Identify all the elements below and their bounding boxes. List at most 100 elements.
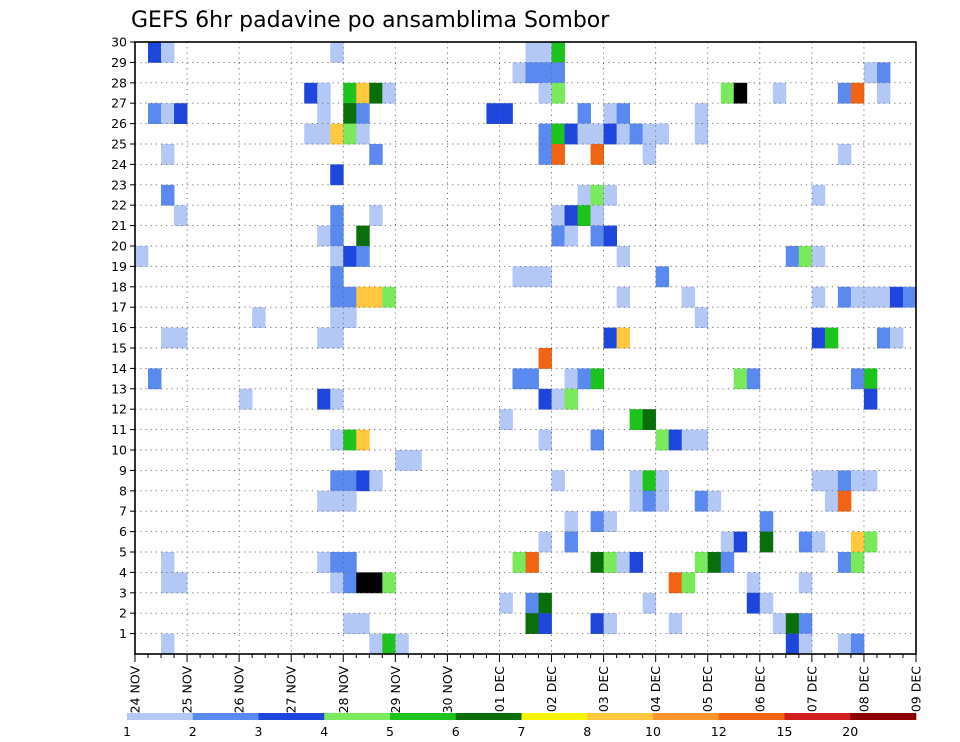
heat-cell (317, 327, 331, 349)
heat-cell (577, 103, 591, 124)
heat-cell (655, 266, 670, 288)
heat-cell (161, 42, 175, 63)
y-tick-label: 2 (119, 606, 127, 621)
heat-cell (681, 286, 696, 308)
heat-cell (668, 572, 683, 594)
heat-cell (317, 490, 331, 512)
heat-cell (863, 470, 878, 492)
legend-swatch (127, 713, 194, 720)
legend-label: 4 (320, 724, 328, 739)
heat-cell (499, 103, 513, 124)
heat-cell (616, 286, 631, 308)
legend-swatch (324, 713, 391, 720)
heat-cell (356, 470, 370, 492)
heat-cell (590, 511, 604, 532)
heat-cell (746, 572, 761, 594)
heat-cell (551, 42, 565, 63)
heat-cell (694, 307, 709, 328)
heat-cell (785, 613, 800, 634)
heat-cell (174, 103, 188, 124)
heat-cell (135, 246, 149, 267)
legend-swatch (718, 713, 785, 720)
heat-cell (382, 286, 396, 308)
heat-cell (486, 103, 500, 124)
heat-cell (603, 327, 618, 349)
heat-cell (876, 327, 891, 349)
heat-cell (616, 552, 631, 573)
heat-cell (538, 82, 552, 104)
heat-cell (538, 62, 552, 84)
y-tick-label: 17 (111, 300, 127, 315)
legend-label: 3 (255, 724, 263, 739)
y-tick-label: 18 (111, 279, 127, 294)
heat-cell (408, 450, 422, 471)
heat-cell (369, 470, 383, 492)
legend-swatch (587, 713, 654, 720)
y-tick-label: 13 (111, 381, 127, 396)
heat-cell (577, 205, 591, 226)
legend-label: 1 (123, 724, 131, 739)
heat-cell (525, 266, 539, 288)
heat-cell (798, 633, 813, 655)
y-tick-label: 5 (119, 545, 127, 560)
heat-cell (642, 144, 657, 165)
x-axis: 24 NOV 25 NOV 26 NOV 27 NOV 28 NOV 29 NOV 30 N… (128, 654, 924, 713)
heat-cell (681, 429, 696, 451)
heat-cell (876, 62, 891, 84)
heat-cell (343, 429, 357, 451)
heat-cell (707, 552, 722, 573)
heat-cell (564, 511, 578, 532)
heat-cell (161, 144, 175, 165)
heat-cell (330, 388, 344, 410)
heat-cell (330, 205, 344, 226)
x-tick-label: 26 NOV (232, 666, 247, 714)
data-cells (135, 42, 917, 655)
heat-cell (850, 531, 865, 553)
heat-cell (694, 490, 709, 512)
heat-cell (850, 286, 865, 308)
heat-cell (629, 470, 644, 492)
heat-cell (174, 205, 188, 226)
heat-cell (538, 42, 552, 63)
heat-cell (863, 368, 878, 390)
heat-cell (161, 572, 175, 594)
y-tick-label: 28 (111, 75, 127, 90)
heat-cell (551, 123, 565, 145)
y-axis: 1234567891011121314151617181920212223242… (111, 35, 135, 641)
heat-cell (356, 82, 370, 104)
x-tick-label: 25 NOV (180, 666, 195, 714)
heat-cell (746, 368, 761, 390)
legend-swatch (390, 713, 457, 720)
heat-cell (577, 368, 591, 390)
heat-cell (603, 103, 618, 124)
heat-cell (512, 552, 526, 573)
heat-cell (512, 62, 526, 84)
heat-cell (551, 82, 565, 104)
heat-cell (837, 490, 852, 512)
heat-cell (850, 82, 865, 104)
heat-cell (512, 368, 526, 390)
heat-cell (603, 225, 618, 247)
heat-cell (863, 286, 878, 308)
x-tick-label: 07 DEC (804, 666, 819, 712)
heat-cell (343, 572, 357, 594)
heat-cell (317, 552, 331, 573)
heat-cell (551, 62, 565, 84)
heat-cell (499, 409, 513, 430)
heat-cell (642, 123, 657, 145)
heat-cell (616, 103, 631, 124)
heat-cell (330, 552, 344, 573)
heat-cell (304, 123, 318, 145)
heat-cell (369, 82, 383, 104)
heat-cell (330, 429, 344, 451)
heat-cell (369, 286, 383, 308)
heat-cell (395, 450, 409, 471)
heat-cell (811, 327, 826, 349)
x-tick-label: 02 DEC (544, 666, 559, 712)
heat-cell (798, 572, 813, 594)
heat-cell (655, 490, 670, 512)
x-tick-label: 01 DEC (492, 666, 507, 712)
heat-cell (317, 388, 331, 410)
heat-cell (837, 633, 852, 655)
heat-cell (603, 184, 618, 206)
